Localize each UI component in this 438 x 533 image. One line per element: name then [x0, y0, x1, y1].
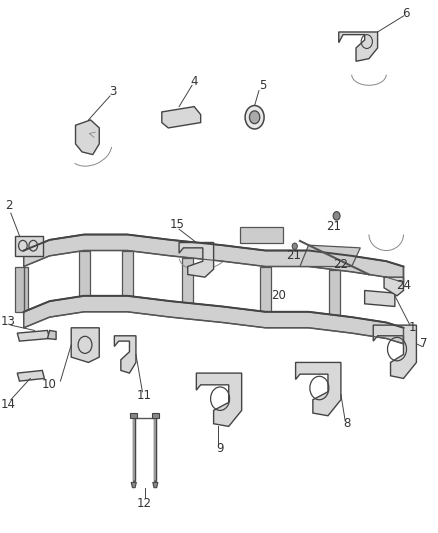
Polygon shape: [71, 328, 99, 362]
Circle shape: [245, 106, 264, 129]
Polygon shape: [131, 482, 136, 488]
Circle shape: [249, 111, 260, 124]
Text: 6: 6: [403, 7, 410, 20]
Text: 8: 8: [344, 417, 351, 430]
Polygon shape: [260, 266, 271, 312]
Text: 21: 21: [286, 249, 301, 262]
Text: 3: 3: [110, 85, 117, 98]
Text: 14: 14: [0, 398, 15, 410]
Text: 21: 21: [325, 220, 341, 233]
Polygon shape: [15, 236, 43, 256]
Polygon shape: [17, 370, 44, 381]
Polygon shape: [47, 330, 56, 340]
Text: 24: 24: [396, 279, 411, 292]
Polygon shape: [15, 266, 28, 312]
Text: 15: 15: [170, 219, 184, 231]
Polygon shape: [162, 107, 201, 128]
Polygon shape: [122, 251, 133, 296]
Text: 7: 7: [420, 337, 428, 350]
Polygon shape: [152, 413, 159, 418]
Polygon shape: [24, 296, 403, 344]
Text: 5: 5: [260, 79, 267, 92]
Polygon shape: [114, 336, 136, 373]
Circle shape: [333, 212, 340, 220]
Polygon shape: [384, 277, 403, 296]
Polygon shape: [17, 330, 49, 341]
Polygon shape: [24, 235, 403, 282]
Text: 9: 9: [216, 442, 223, 455]
Text: 2: 2: [5, 199, 12, 212]
Polygon shape: [182, 257, 193, 303]
Circle shape: [292, 243, 297, 249]
Polygon shape: [296, 362, 341, 416]
Polygon shape: [373, 325, 417, 378]
Polygon shape: [300, 245, 360, 266]
Text: 20: 20: [271, 289, 286, 302]
Polygon shape: [365, 290, 395, 306]
Text: 13: 13: [0, 315, 15, 328]
Polygon shape: [75, 120, 99, 155]
Polygon shape: [131, 413, 137, 418]
Polygon shape: [196, 373, 242, 426]
Polygon shape: [79, 251, 89, 296]
Text: 22: 22: [333, 259, 348, 271]
Polygon shape: [179, 243, 214, 277]
Text: 1: 1: [408, 321, 416, 334]
Polygon shape: [153, 482, 158, 488]
Polygon shape: [329, 270, 340, 315]
Text: 4: 4: [191, 75, 198, 87]
Polygon shape: [240, 227, 283, 243]
Polygon shape: [339, 32, 378, 61]
Text: 10: 10: [41, 378, 56, 391]
Text: 12: 12: [137, 497, 152, 510]
Text: 11: 11: [137, 389, 152, 402]
